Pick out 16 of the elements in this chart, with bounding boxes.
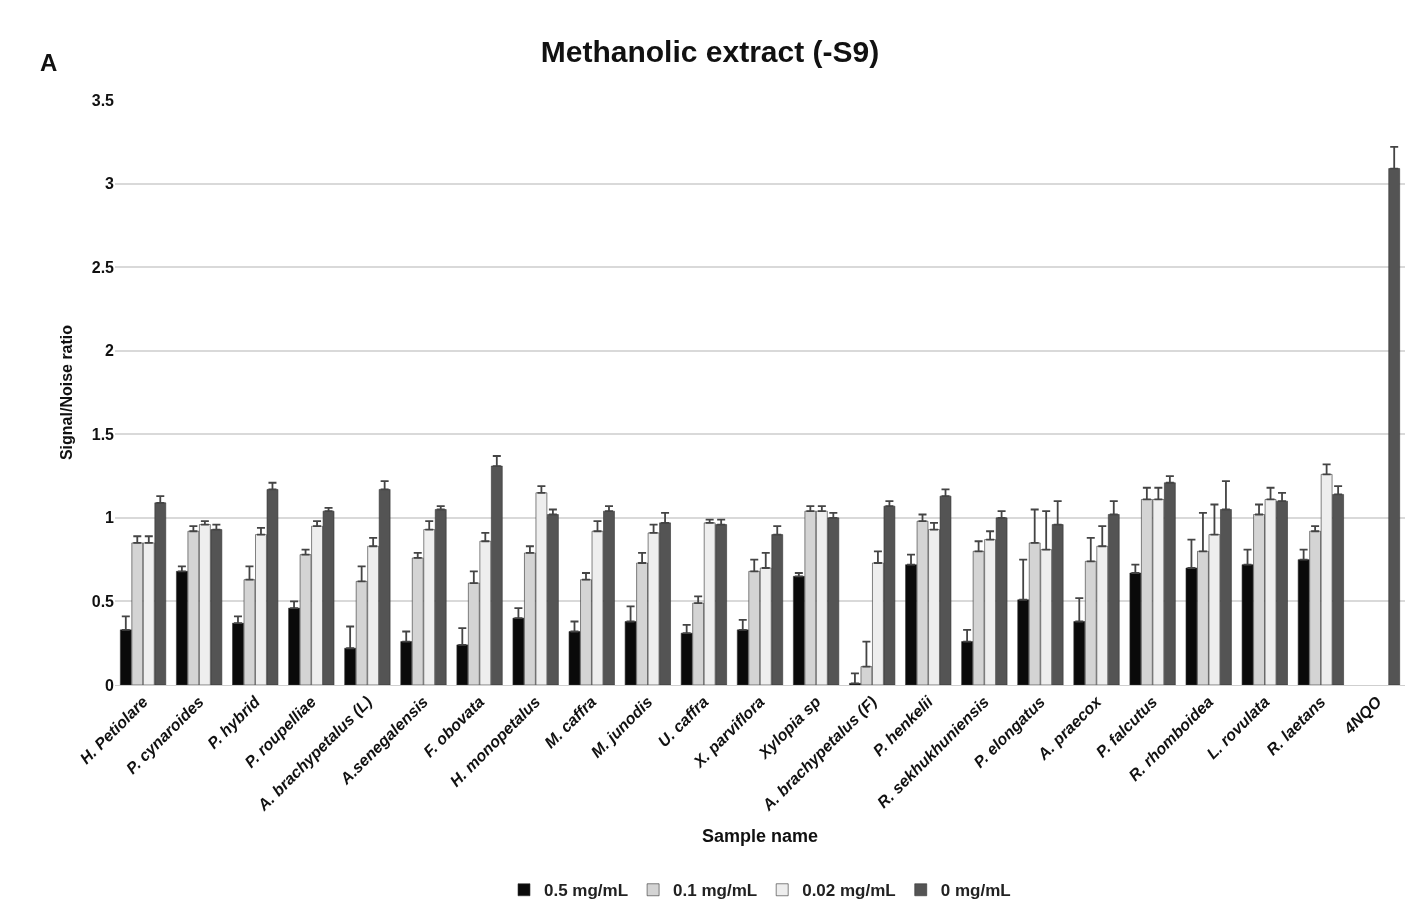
text: A <box>40 49 58 76</box>
y-tick-label: 1.5 <box>91 425 115 443</box>
y-axis-title: Signal/Noise ratio <box>57 324 75 461</box>
y-tick-label: 0.5 <box>91 593 115 611</box>
legend-label: 0.1 mg/mL <box>673 881 758 901</box>
y-tick-label: 1 <box>105 509 115 527</box>
x-axis-title: Sample name <box>701 825 819 846</box>
y-tick-label: 3 <box>105 175 115 193</box>
legend-label: 0.5 mg/mL <box>544 881 629 901</box>
y-tick-label: 3.5 <box>91 91 115 109</box>
legend-label: 0.02 mg/mL <box>802 881 896 901</box>
chart-title: Methanolic extract (-S9) <box>540 35 880 69</box>
y-tick-label: 2 <box>105 342 115 360</box>
y-tick-label: 2.5 <box>91 258 115 276</box>
y-tick-label: 0 <box>105 676 115 694</box>
legend-label: 0 mg/mL <box>940 881 1011 901</box>
